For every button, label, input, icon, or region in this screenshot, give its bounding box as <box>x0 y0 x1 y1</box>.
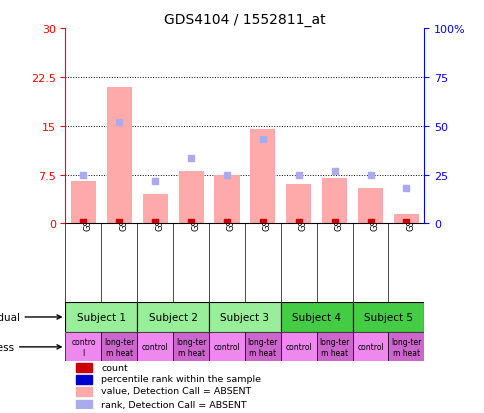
Point <box>79 172 87 178</box>
Point <box>366 172 374 178</box>
Bar <box>250 130 275 224</box>
Bar <box>137 302 209 332</box>
Point <box>330 219 338 225</box>
Bar <box>76 387 92 396</box>
Point <box>366 219 374 225</box>
Bar <box>214 175 239 224</box>
Bar <box>106 88 132 224</box>
Bar <box>316 332 352 361</box>
Bar <box>65 302 137 332</box>
Text: long-ter
m heat: long-ter m heat <box>104 337 134 357</box>
Text: GSM313317: GSM313317 <box>298 179 307 230</box>
Text: percentile rank within the sample: percentile rank within the sample <box>101 375 261 384</box>
Text: rank, Detection Call = ABSENT: rank, Detection Call = ABSENT <box>101 400 246 408</box>
Text: control: control <box>213 342 240 351</box>
Text: long-ter
m heat: long-ter m heat <box>176 337 206 357</box>
Bar <box>76 363 92 372</box>
Bar <box>286 185 311 224</box>
Point <box>187 156 195 162</box>
Bar <box>280 332 316 361</box>
Point <box>151 178 159 185</box>
Bar <box>178 172 203 224</box>
Text: GSM313322: GSM313322 <box>334 179 343 230</box>
Text: GSM313319: GSM313319 <box>119 179 128 230</box>
Bar <box>388 332 424 361</box>
Text: GSM313318: GSM313318 <box>370 179 379 230</box>
Point <box>115 219 123 225</box>
Bar <box>65 332 101 361</box>
Bar <box>209 302 280 332</box>
Point <box>402 185 409 192</box>
Point <box>258 136 266 143</box>
Point <box>330 169 338 175</box>
Text: value, Detection Call = ABSENT: value, Detection Call = ABSENT <box>101 387 251 395</box>
Bar <box>209 332 244 361</box>
Bar <box>352 332 388 361</box>
Point <box>151 219 159 225</box>
Text: GSM313324: GSM313324 <box>227 179 236 230</box>
Point <box>402 219 409 225</box>
Text: control: control <box>141 342 168 351</box>
Title: GDS4104 / 1552811_at: GDS4104 / 1552811_at <box>164 12 325 26</box>
Bar <box>280 302 352 332</box>
Text: Subject 2: Subject 2 <box>148 312 197 322</box>
Text: GSM313321: GSM313321 <box>262 179 272 230</box>
Text: count: count <box>101 363 128 372</box>
Text: GSM313323: GSM313323 <box>406 179 415 230</box>
Text: control: control <box>285 342 312 351</box>
Text: Subject 1: Subject 1 <box>76 312 126 322</box>
Point <box>223 219 230 225</box>
Bar <box>393 214 418 224</box>
Text: long-ter
m heat: long-ter m heat <box>319 337 349 357</box>
Point <box>294 219 302 225</box>
Bar <box>352 302 424 332</box>
Text: Subject 3: Subject 3 <box>220 312 269 322</box>
Bar <box>357 188 382 224</box>
Text: individual: individual <box>0 312 61 322</box>
Text: contro
l: contro l <box>71 337 95 357</box>
Text: GSM313316: GSM313316 <box>155 179 164 230</box>
Bar <box>76 400 92 409</box>
Text: Subject 4: Subject 4 <box>291 312 341 322</box>
Text: long-ter
m heat: long-ter m heat <box>391 337 421 357</box>
Bar <box>321 178 347 224</box>
Bar <box>76 375 92 384</box>
Point <box>187 219 195 225</box>
Bar <box>71 182 96 224</box>
Text: GSM313320: GSM313320 <box>191 179 200 230</box>
Bar <box>101 332 137 361</box>
Text: control: control <box>356 342 383 351</box>
Point <box>79 219 87 225</box>
Text: GSM313315: GSM313315 <box>83 179 92 230</box>
Text: stress: stress <box>0 342 61 352</box>
Point <box>294 172 302 178</box>
Point <box>258 219 266 225</box>
Point <box>223 172 230 178</box>
Bar <box>244 332 280 361</box>
Text: long-ter
m heat: long-ter m heat <box>247 337 277 357</box>
Point <box>115 120 123 126</box>
Bar <box>137 332 173 361</box>
Bar <box>173 332 209 361</box>
Bar <box>142 195 167 224</box>
Text: Subject 5: Subject 5 <box>363 312 412 322</box>
